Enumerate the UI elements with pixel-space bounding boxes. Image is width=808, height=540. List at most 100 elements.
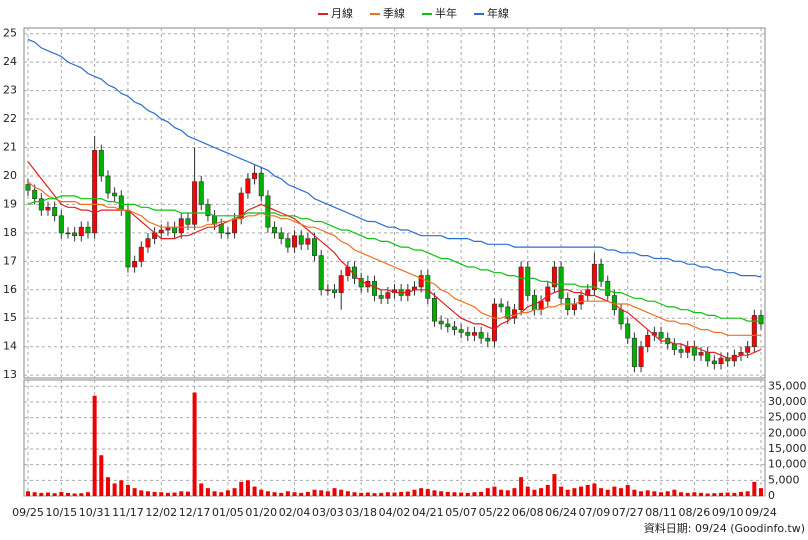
candle-body: [312, 238, 318, 256]
volume-bar: [312, 489, 317, 496]
candle-body: [471, 332, 477, 336]
volume-bar: [132, 488, 137, 496]
volume-bar: [532, 489, 537, 496]
volume-bar: [445, 491, 450, 496]
volume-bar: [565, 489, 570, 496]
volume-bar: [672, 489, 677, 496]
volume-bar: [459, 492, 464, 496]
candle-body: [465, 332, 471, 336]
y-tick-label: 17: [3, 254, 17, 267]
candle-body: [278, 232, 284, 239]
candle-body: [578, 295, 584, 305]
candle-body: [638, 346, 644, 367]
volume-bar: [92, 395, 97, 496]
candle-body: [571, 303, 577, 311]
y-tick-label: 13: [3, 368, 17, 381]
x-tick-label: 11/17: [112, 506, 144, 519]
volume-bar: [185, 491, 190, 496]
y2-tick-label: 35,000: [768, 379, 807, 392]
candle-body: [205, 204, 211, 217]
x-tick-label: 07/27: [612, 506, 644, 519]
candle-body: [98, 150, 104, 177]
candle-body: [185, 218, 191, 225]
candle-body: [678, 349, 684, 353]
candle-body: [45, 206, 51, 211]
y-tick-label: 23: [3, 84, 17, 97]
volume-bar: [519, 477, 524, 496]
candle-body: [178, 218, 184, 234]
candle-body: [758, 315, 764, 325]
volume-bar: [305, 491, 310, 496]
y-tick-label: 14: [3, 340, 17, 353]
candle-body: [485, 337, 491, 342]
candle-body: [645, 335, 651, 347]
candle-body: [252, 172, 258, 180]
candle-body: [711, 360, 717, 365]
x-tick-label: 05/07: [445, 506, 477, 519]
candle-body: [52, 206, 58, 217]
volume-bar: [719, 492, 724, 496]
candle-body: [451, 326, 457, 330]
legend-label: 月線: [331, 6, 353, 20]
candle-body: [292, 235, 298, 248]
candle-body: [118, 195, 124, 211]
volume-bar: [52, 493, 57, 496]
x-tick-label: 08/11: [645, 506, 677, 519]
candle-body: [671, 343, 677, 350]
volume-bar: [685, 492, 690, 496]
candle-body: [338, 275, 344, 293]
volume-bar: [192, 392, 197, 496]
volume-bar: [179, 491, 184, 496]
volume-bar: [85, 492, 90, 496]
volume-bar: [599, 488, 604, 496]
candle-body: [105, 175, 111, 194]
candle-body: [625, 323, 631, 339]
volume-bar: [172, 492, 177, 496]
candle-body: [78, 226, 84, 237]
volume-bar: [552, 474, 557, 496]
candle-body: [505, 306, 511, 319]
y-tick-label: 16: [3, 283, 17, 296]
volume-bar: [512, 488, 517, 496]
volume-bar: [232, 488, 237, 496]
candle-body: [698, 352, 704, 356]
volume-bar: [639, 491, 644, 496]
candle-body: [418, 275, 424, 288]
volume-bar: [359, 492, 364, 496]
volume-bar: [252, 486, 257, 496]
candle-body: [325, 289, 331, 292]
candle-body: [285, 238, 291, 248]
volume-bar: [292, 492, 297, 496]
candle-body: [298, 235, 304, 245]
candle-body: [631, 337, 637, 367]
volume-bar: [432, 490, 437, 496]
y2-tick-label: 15,000: [768, 442, 807, 455]
volume-bar: [539, 488, 544, 496]
volume-bar: [365, 492, 370, 496]
volume-bar: [525, 486, 530, 496]
volume-bar: [225, 490, 230, 496]
volume-bar: [259, 489, 264, 496]
volume-bar: [112, 483, 117, 496]
volume-bar: [665, 491, 670, 496]
volume-bar: [352, 492, 357, 496]
candle-body: [172, 226, 178, 234]
candle-body: [258, 172, 264, 197]
volume-bar: [205, 488, 210, 496]
x-tick-label: 10/15: [45, 506, 77, 519]
volume-bar: [372, 493, 377, 496]
volume-bar: [605, 489, 610, 496]
volume-bar: [585, 485, 590, 496]
volume-bar: [499, 489, 504, 496]
y2-tick-label: 30,000: [768, 395, 807, 408]
candle-body: [431, 298, 437, 322]
x-tick-label: 12/17: [179, 506, 211, 519]
candle-body: [591, 263, 597, 291]
y-tick-label: 22: [3, 112, 17, 125]
volume-bar: [659, 492, 664, 496]
candle-body: [498, 303, 504, 308]
volume-bar: [392, 492, 397, 496]
candle-body: [745, 346, 751, 353]
x-tick-label: 02/04: [279, 506, 311, 519]
volume-bar: [705, 493, 710, 496]
